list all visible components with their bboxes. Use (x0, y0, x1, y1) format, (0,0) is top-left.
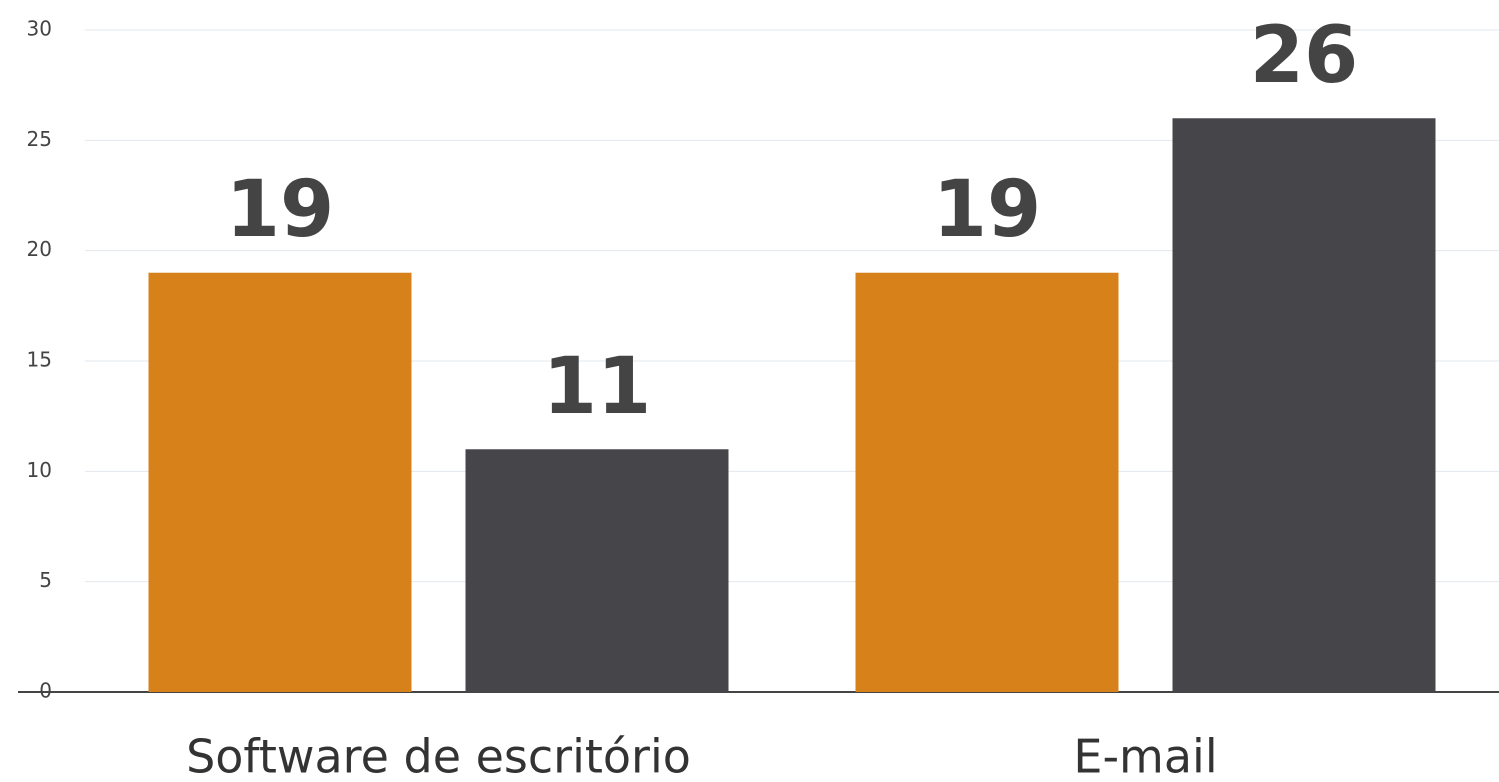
y-tick-label: 15 (27, 348, 52, 372)
bar (855, 272, 1119, 692)
data-label: 26 (1250, 11, 1359, 101)
bar (1172, 118, 1436, 693)
y-tick-label: 25 (27, 127, 52, 151)
y-tick-label: 5 (39, 568, 52, 592)
y-tick-label: 20 (27, 237, 52, 261)
bar (465, 449, 729, 692)
y-tick-label: 0 (39, 679, 52, 703)
x-tick-label: E-mail (1073, 730, 1217, 782)
data-label: 19 (226, 165, 335, 255)
bar (148, 272, 412, 692)
x-tick-label: Software de escritório (186, 730, 691, 782)
y-tick-label: 30 (27, 17, 52, 41)
data-label: 11 (543, 342, 652, 432)
y-tick-label: 10 (27, 458, 52, 482)
data-label: 19 (933, 165, 1042, 255)
